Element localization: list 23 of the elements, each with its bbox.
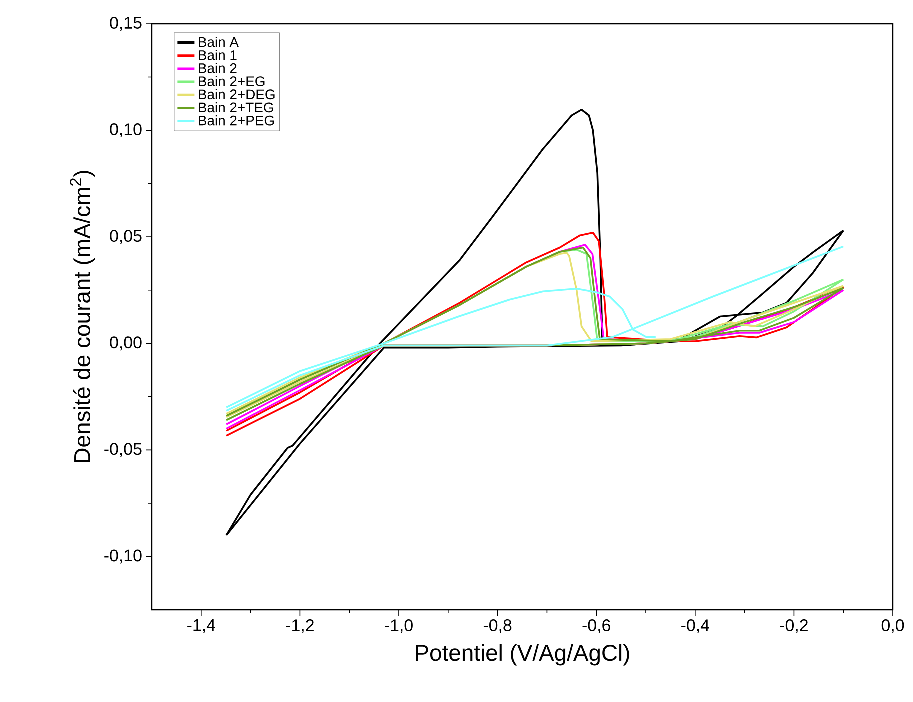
legend-label: Bain 1 (199, 50, 237, 60)
legend-label: Bain A (199, 36, 239, 48)
y-tick-label: -0,10 (104, 550, 142, 564)
legend-label: Bain 2 (199, 63, 237, 74)
y-tick-label: 0,10 (110, 124, 142, 138)
x-tick-label: -1,2 (286, 620, 314, 634)
y-tick-label: -0,05 (104, 443, 142, 458)
x-tick-label: -0,4 (682, 620, 710, 634)
legend-label: Bain 2+DEG (199, 89, 275, 100)
x-tick-label: -1,4 (188, 620, 216, 634)
x-tick-label: -0,8 (484, 620, 512, 634)
x-tick-label: -0,2 (780, 620, 808, 634)
x-tick-label: 0,0 (882, 620, 904, 634)
legend-label: Bain 2+PEG (199, 115, 274, 126)
x-tick-label: -1,0 (385, 620, 413, 634)
legend-label: Bain 2+TEG (199, 102, 274, 113)
y-axis-title: Densité de courant (mA/cm$^{2}$) (70, 171, 96, 462)
y-tick-label: 0,05 (110, 230, 142, 244)
x-axis-title: Potentiel (V/Ag/AgCl) (416, 644, 630, 666)
legend-label: Bain 2+EG (199, 76, 265, 86)
y-tick-label: 0,15 (110, 16, 142, 31)
x-tick-label: -0,6 (582, 620, 610, 634)
y-tick-label: 0,00 (110, 336, 142, 351)
